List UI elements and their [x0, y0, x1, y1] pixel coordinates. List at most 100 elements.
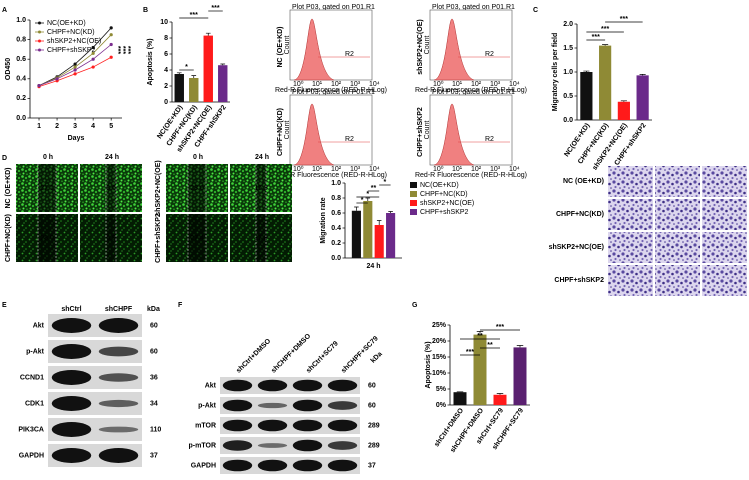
scratch-sample-label: CHPF+NC(KD)	[5, 214, 12, 262]
legend-label: shSKP2+NC(OE)	[47, 38, 101, 45]
flow-tick: 10³	[350, 166, 361, 173]
flow-tick: 10³	[490, 166, 501, 173]
kda-value: 37	[150, 452, 158, 459]
flow-y-label: Count	[424, 121, 431, 140]
blot-band	[327, 401, 358, 410]
flow-tick: 10³	[350, 81, 361, 88]
error-bar	[191, 75, 197, 78]
flow-tick: 10⁰	[293, 165, 304, 173]
x-tick-label: 24 h	[366, 263, 380, 270]
flow-y-label: Count	[284, 36, 291, 55]
blot-strip	[220, 457, 360, 474]
blot-band	[327, 459, 358, 472]
bar	[218, 65, 228, 102]
y-tick-label: 10%	[432, 370, 447, 377]
flow-tick: 10¹	[312, 81, 323, 88]
kda-value: 36	[150, 374, 158, 381]
blot-band	[257, 459, 288, 472]
bar	[513, 347, 527, 405]
kda-value: 289	[368, 442, 380, 449]
flow-tick: 10⁴	[369, 81, 380, 88]
flow-tick: 10⁰	[293, 80, 304, 88]
error-bar	[376, 220, 382, 225]
transwell-image	[608, 166, 653, 197]
bar	[351, 210, 361, 258]
flow-tick: 10³	[490, 81, 501, 88]
transwell-image	[655, 265, 700, 296]
error-bar	[354, 206, 359, 211]
column-label: shCtrl+SC79	[305, 340, 340, 375]
flow-y-label: Count	[424, 36, 431, 55]
blot-band	[222, 459, 253, 472]
transwell-image	[702, 232, 747, 263]
flow-gate-label: R2	[345, 51, 354, 58]
scratch-gap	[38, 214, 56, 262]
legend-label: CHPF+NC(KD)	[420, 191, 468, 198]
flow-histogram	[433, 103, 475, 166]
x-axis-label: Days	[68, 135, 85, 142]
flow-tick: 10¹	[452, 166, 463, 173]
scratch-width: 28.0	[190, 185, 204, 192]
x-tick-label: 3	[73, 123, 77, 130]
protein-label: p-mTOR	[189, 442, 216, 449]
y-tick-label: 0.8	[331, 195, 341, 202]
blot-band	[327, 441, 358, 450]
column-label: shCHPF	[105, 306, 133, 313]
x-tick-label: 1	[37, 123, 41, 130]
series-line	[38, 56, 112, 88]
panel-label: A	[2, 7, 7, 14]
point	[73, 62, 77, 66]
legend-swatch	[410, 209, 417, 215]
protein-label: CDK1	[25, 400, 44, 407]
protein-label: CCND1	[20, 374, 44, 381]
protein-label: Akt	[33, 322, 45, 329]
y-tick-label: 6	[164, 51, 168, 58]
scratch-sample-label: CHPF+shSKP2	[155, 213, 162, 263]
error-bar	[602, 44, 609, 46]
significance: **	[487, 342, 493, 349]
blot-band	[292, 379, 323, 392]
blot-band	[292, 399, 323, 412]
blot-band	[98, 373, 139, 382]
significance: **	[371, 185, 377, 192]
y-tick-label: 0.2	[331, 240, 341, 247]
transwell-image	[702, 166, 747, 197]
y-tick-label: 0.5	[563, 93, 573, 100]
blot-band	[98, 399, 139, 408]
flow-gate-label: R2	[485, 51, 494, 58]
series-line	[38, 27, 112, 87]
blot-band	[257, 379, 288, 392]
blot-band	[51, 448, 92, 463]
blot-band	[51, 318, 92, 333]
blot-strip	[220, 397, 360, 414]
flow-tick: 10⁰	[433, 165, 444, 173]
panel-label: D	[2, 155, 7, 162]
flow-histogram	[433, 18, 475, 81]
point	[91, 57, 95, 61]
panel-label: E	[2, 302, 7, 309]
scratch-width: 27.1	[40, 185, 54, 192]
flow-y-label: Count	[284, 121, 291, 140]
y-tick-label: 0.4	[16, 76, 26, 83]
scratch-gap	[256, 214, 266, 262]
y-axis-label: Apoptosis (%)	[425, 341, 432, 388]
y-tick-label: 0.2	[16, 95, 26, 102]
bar	[386, 213, 396, 258]
significance: ***	[592, 34, 600, 41]
bar	[617, 101, 630, 120]
scratch-gap	[106, 214, 116, 262]
kda-value: 34	[150, 400, 158, 407]
kda-header: kDa	[147, 306, 160, 313]
protein-label: p-Akt	[26, 348, 45, 355]
flow-x-label: Red-R Fluorescence (RED-R-HLog)	[275, 172, 387, 179]
blot-band	[51, 344, 92, 359]
y-tick-label: 20%	[432, 338, 447, 345]
y-axis-label: Migration rate	[320, 197, 327, 243]
blot-band	[98, 448, 139, 463]
flow-x-label: Red-R Fluorescence (RED-R-HLog)	[415, 172, 527, 179]
x-tick-label: 4	[91, 123, 95, 130]
x-tick-label: 2	[55, 123, 59, 130]
y-tick-label: 0.0	[331, 255, 341, 262]
column-label: shCtrl+DMSO	[235, 337, 272, 374]
